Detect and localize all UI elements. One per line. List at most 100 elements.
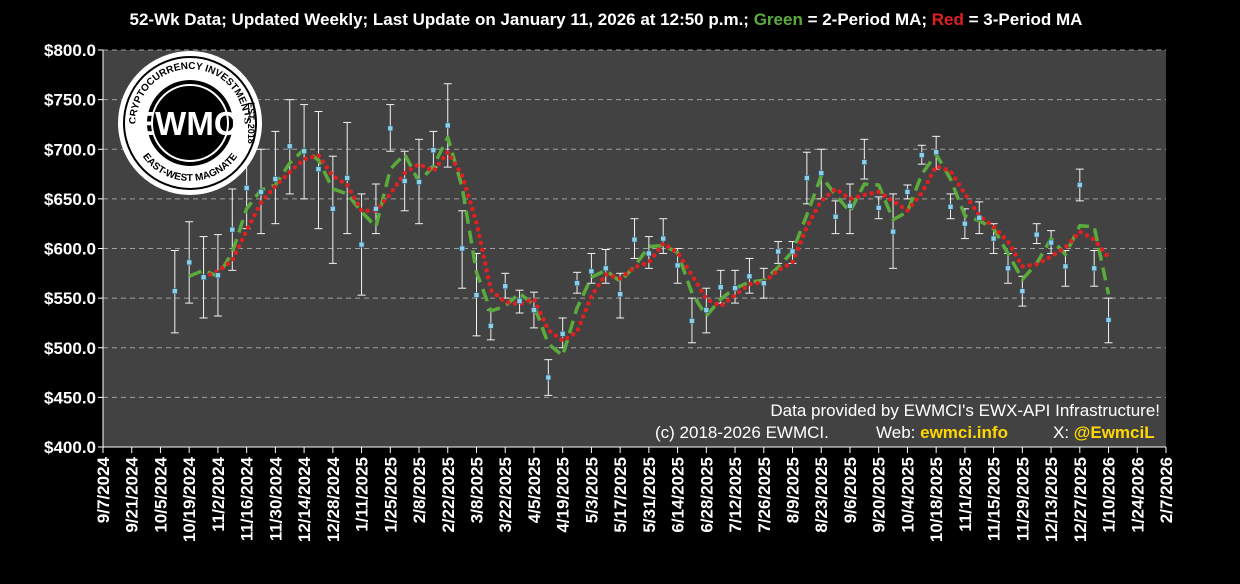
x-tick-label: 10/18/2025 xyxy=(927,457,946,542)
data-point xyxy=(689,318,695,324)
x-tick-label: 12/14/2024 xyxy=(295,456,314,542)
data-point xyxy=(272,176,279,182)
x-tick-label: 4/5/2025 xyxy=(525,457,544,523)
x-tick-label: 3/8/2025 xyxy=(467,457,486,523)
data-point xyxy=(531,307,537,313)
x-tick-label: 1/11/2025 xyxy=(353,457,372,532)
x-tick-label: 11/29/2025 xyxy=(1013,457,1032,541)
data-point xyxy=(416,179,422,185)
chart-title: 52-Wk Data; Updated Weekly; Last Update … xyxy=(130,10,1083,29)
x-axis: 9/7/2024 9/21/2024 10/5/2024 10/19/2024 11/2… xyxy=(94,446,1176,542)
data-point xyxy=(890,228,896,235)
data-point xyxy=(488,323,494,329)
data-point xyxy=(1091,265,1097,272)
data-point xyxy=(1062,263,1069,270)
data-point xyxy=(545,374,552,381)
x-tick-label: 10/5/2024 xyxy=(151,456,170,532)
y-tick-label: $450.0 xyxy=(44,388,96,407)
data-point xyxy=(746,273,753,280)
data-point xyxy=(660,235,667,242)
data-point xyxy=(775,248,781,255)
data-point xyxy=(1077,182,1083,188)
x-tick-label: 1/10/2026 xyxy=(1100,457,1119,533)
data-point xyxy=(631,236,638,243)
x-tick-label: 1/25/2025 xyxy=(381,457,400,533)
y-tick-label: $800.0 xyxy=(44,41,96,60)
x-tick-label: 10/4/2025 xyxy=(898,457,917,533)
data-point xyxy=(516,298,523,304)
data-point xyxy=(459,245,465,252)
y-tick-label: $400.0 xyxy=(44,438,96,457)
data-point xyxy=(1048,239,1054,246)
x-tick-label: 10/19/2024 xyxy=(180,456,199,542)
data-point xyxy=(861,159,868,165)
data-point xyxy=(732,285,738,292)
x-tick-label: 11/16/2024 xyxy=(238,456,257,541)
x-tick-label: 6/14/2025 xyxy=(669,457,688,533)
svg-text:EST. 2018: EST. 2018 xyxy=(246,102,256,144)
x-tick-label: 5/3/2025 xyxy=(582,457,601,523)
data-point xyxy=(373,206,379,212)
credit-line-1: Data provided by EWMCI's EWX-API Infrast… xyxy=(770,401,1160,420)
data-point xyxy=(646,250,652,257)
ewmci-logo: CRYPTOCURRENCY INVESTMENTS EAST-WEST MAG… xyxy=(118,51,262,195)
credit-web: Web: ewmci.info xyxy=(876,423,1008,442)
data-point xyxy=(444,122,451,129)
x-tick-label: 9/6/2025 xyxy=(841,457,860,523)
x-tick-label: 3/22/2025 xyxy=(496,457,515,533)
x-tick-label: 11/1/2025 xyxy=(956,457,975,532)
data-point xyxy=(358,241,365,248)
ma2-path xyxy=(188,135,1111,358)
x-tick-label: 9/7/2024 xyxy=(94,456,113,523)
x-tick-label: 12/27/2025 xyxy=(1071,457,1090,542)
x-tick-label: 12/13/2025 xyxy=(1042,457,1061,542)
y-tick-label: $650.0 xyxy=(44,190,96,209)
data-point xyxy=(502,283,509,290)
data-point xyxy=(401,178,408,184)
data-point xyxy=(559,331,566,337)
ma3-line xyxy=(201,149,1111,344)
data-point xyxy=(1105,317,1112,323)
data-point xyxy=(847,203,853,209)
data-point xyxy=(703,307,710,313)
data-point xyxy=(330,206,336,212)
data-point xyxy=(875,205,882,211)
x-tick-label: 5/17/2025 xyxy=(611,457,630,533)
data-point xyxy=(344,175,351,181)
x-tick-label: 2/7/2026 xyxy=(1157,457,1176,523)
x-tick-label: 12/28/2024 xyxy=(324,456,343,542)
data-point xyxy=(200,274,207,281)
data-point xyxy=(760,280,767,287)
data-point xyxy=(258,189,264,195)
data-point xyxy=(947,204,954,210)
data-point xyxy=(186,259,192,266)
data-point xyxy=(243,185,250,191)
data-point xyxy=(215,272,221,279)
data-point xyxy=(387,125,394,132)
data-point xyxy=(832,213,839,220)
ma2-line xyxy=(188,135,1111,358)
data-point xyxy=(315,166,322,172)
data-point xyxy=(1005,265,1011,272)
ma3-path xyxy=(201,149,1111,344)
data-point xyxy=(588,268,595,275)
data-point xyxy=(473,292,480,298)
data-point xyxy=(990,235,997,242)
y-tick-label: $700.0 xyxy=(44,140,96,159)
data-point xyxy=(818,170,825,176)
data-point xyxy=(1033,231,1040,238)
data-point xyxy=(617,291,623,297)
data-point xyxy=(918,152,925,159)
x-tick-label: 11/2/2024 xyxy=(209,456,228,531)
x-tick-label: 8/23/2025 xyxy=(812,457,831,533)
data-point xyxy=(574,280,580,287)
x-tick-label: 2/22/2025 xyxy=(439,457,458,533)
data-point xyxy=(933,149,939,156)
y-tick-label: $500.0 xyxy=(44,339,96,358)
x-tick-label: 11/30/2024 xyxy=(266,456,285,541)
data-points xyxy=(172,122,1112,381)
credit-copyright: (c) 2018-2026 EWMCI. xyxy=(655,423,829,442)
x-tick-label: 9/21/2024 xyxy=(123,456,142,532)
y-axis: $400.0 $450.0 $500.0 $550.0 $600.0 $650.0 $700… xyxy=(44,41,104,457)
